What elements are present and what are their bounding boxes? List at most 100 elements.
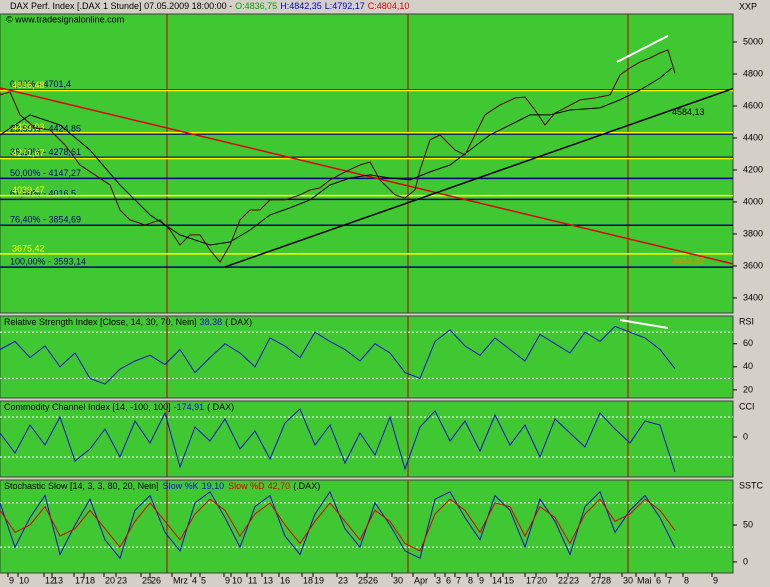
x-tick-label: 13	[263, 575, 273, 585]
x-tick-label: 14	[492, 575, 502, 585]
y-tick-label: 5000	[743, 36, 763, 46]
x-tick-label: 27	[591, 575, 601, 585]
y-tick-label: 60	[743, 338, 753, 348]
x-tick-label: Apr	[414, 575, 428, 585]
series-line	[0, 67, 673, 246]
last-value: 42,70	[268, 481, 291, 491]
plot-area	[0, 316, 733, 398]
y-tick-label: 4800	[743, 68, 763, 78]
x-tick-label: 25	[142, 575, 152, 585]
x-tick-label: 6	[446, 575, 451, 585]
y-tick-label: 4400	[743, 132, 763, 142]
y-tick-label: 3400	[743, 292, 763, 302]
quote-value: H:4842,35	[280, 1, 322, 11]
y-tick-label: 3600	[743, 260, 763, 270]
panel-background	[0, 400, 734, 478]
level-label: 4433,03	[12, 122, 45, 132]
panel-background	[0, 315, 734, 399]
x-tick-label: 26	[151, 575, 161, 585]
x-tick-label: 9	[225, 575, 230, 585]
y-tick-label: 40	[743, 361, 753, 371]
y-unit-label: SSTC	[739, 480, 764, 490]
plot-area	[0, 401, 733, 477]
x-tick-label: 11	[248, 575, 257, 585]
quote-value: L:4792,17	[325, 1, 365, 11]
level-label: 0,00% - 4701,4	[10, 79, 71, 89]
x-tick-label: 7	[667, 575, 672, 585]
source-note: © www.tradesignalonline.com	[6, 14, 124, 24]
x-tick-label: Mai	[637, 575, 652, 585]
x-tick-label: 30	[623, 575, 633, 585]
trend-line	[619, 319, 669, 329]
x-tick-label: 18	[303, 575, 313, 585]
level-label: 50,00% - 4147,27	[10, 168, 81, 178]
y-tick-label: 0	[743, 431, 748, 441]
x-tick-label: 9	[479, 575, 484, 585]
x-tick-label: 19	[314, 575, 324, 585]
x-tick-label: 30	[393, 575, 403, 585]
y-tick-label: 20	[743, 384, 753, 394]
last-value: 38,38	[200, 317, 223, 327]
legend-name: Slow %D	[228, 481, 265, 491]
indicator-title: Stochastic Slow [14, 3, 3, 80, 20, Nein]	[4, 481, 159, 491]
plot-area: 0,00% - 4701,4 23,60% - 4424,85 38,20% - 4…	[0, 14, 733, 313]
x-tick-label: 8	[684, 575, 689, 585]
series-line	[0, 325, 676, 385]
quote-value: O:4836,75	[235, 1, 277, 11]
x-tick-label: 13	[53, 575, 63, 585]
x-tick-label: 10	[19, 575, 29, 585]
x-tick-label: 20	[105, 575, 115, 585]
x-tick-label: 5	[201, 575, 206, 585]
level-label: 38,20% - 4278,61	[10, 147, 81, 157]
indicator-symbol: (.DAX)	[207, 402, 234, 412]
trend-line-label: 4584,13	[672, 107, 705, 117]
plot-area	[0, 480, 733, 573]
x-tick-label: 15	[504, 575, 514, 585]
x-tick-label: 28	[601, 575, 611, 585]
indicator-header: Commodity Channel Index [14, -100, 100] -…	[4, 402, 234, 412]
chart-title: DAX Perf. Index [.DAX 1 Stunde] 07.05.20…	[10, 1, 232, 11]
level-label: 4696,48	[12, 80, 45, 90]
x-tick-label: 16	[280, 575, 290, 585]
series-line	[0, 490, 676, 560]
x-tick-label: 17	[75, 575, 85, 585]
x-tick-label: 9	[9, 575, 14, 585]
x-tick-label: 8	[468, 575, 473, 585]
level-label: 23,60% - 4424,85	[10, 123, 81, 133]
x-tick-label: 10	[232, 575, 242, 585]
quote-value: C:4804,10	[368, 1, 410, 11]
series-line	[0, 498, 676, 552]
indicator-title: Relative Strength Index [Close, 14, 30, …	[4, 317, 197, 327]
last-value: -174,91	[174, 402, 205, 412]
y-tick-label: 3800	[743, 228, 763, 238]
level-label: 4271,67	[12, 148, 45, 158]
y-tick-label: 0	[743, 556, 748, 566]
x-tick-label: 23	[338, 575, 348, 585]
chart-header: DAX Perf. Index [.DAX 1 Stunde] 07.05.20…	[10, 1, 409, 11]
series-line	[0, 408, 676, 473]
y-unit-label: XXP	[739, 1, 757, 11]
x-tick-label: 22	[558, 575, 568, 585]
y-unit-label: CCI	[739, 401, 755, 411]
x-tick-label: 23	[117, 575, 127, 585]
trend-line-label: 3653,82	[672, 256, 705, 266]
x-tick-label: 25	[358, 575, 368, 585]
y-tick-label: 4200	[743, 164, 763, 174]
level-label: 3675,42	[12, 243, 45, 253]
level-label: 61,80% - 4016,5	[10, 189, 76, 199]
x-tick-label: Mrz	[173, 575, 188, 585]
x-tick-label: 6	[656, 575, 661, 585]
indicator-title: Commodity Channel Index [14, -100, 100]	[4, 402, 171, 412]
x-tick-label: 20	[537, 575, 547, 585]
level-label: 4039,47	[12, 185, 45, 195]
x-tick-label: 4	[192, 575, 197, 585]
level-label: 100,00% - 3593,14	[10, 256, 86, 266]
last-value: 19,10	[202, 481, 225, 491]
y-unit-label: RSI	[739, 316, 754, 326]
x-tick-label: 3	[436, 575, 441, 585]
x-tick-label: 23	[569, 575, 579, 585]
x-tick-label: 12	[45, 575, 55, 585]
indicator-symbol: (.DAX)	[225, 317, 252, 327]
